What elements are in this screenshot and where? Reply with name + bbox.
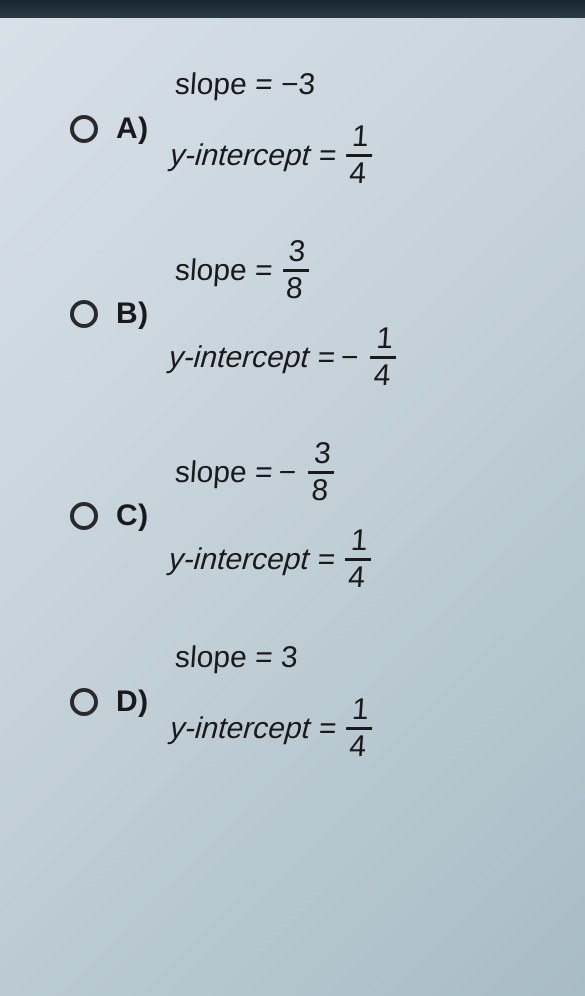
numerator: 3	[283, 237, 310, 269]
options-list: A) slope = −3 y-intercept = 1 4 B) slope…	[70, 68, 555, 762]
option-c-yint: y-intercept = 1 4	[167, 526, 378, 593]
numerator: 1	[347, 122, 374, 154]
option-a[interactable]: A) slope = −3 y-intercept = 1 4	[70, 68, 555, 189]
option-a-content: slope = −3 y-intercept = 1 4	[168, 68, 382, 189]
denominator: 4	[369, 359, 396, 391]
option-b-slope: slope = 3 8	[173, 237, 409, 304]
option-b-yint: y-intercept = − 1 4	[167, 324, 403, 391]
denominator: 4	[343, 561, 370, 593]
fraction: 1 4	[368, 324, 399, 391]
radio-a[interactable]	[70, 115, 98, 143]
option-d-letter: D)	[116, 685, 154, 719]
slope-text: slope =	[174, 254, 274, 288]
numerator: 3	[309, 439, 336, 471]
fraction: 3 8	[306, 439, 337, 506]
denominator: 4	[344, 157, 371, 189]
radio-c[interactable]	[70, 502, 98, 530]
denominator: 4	[344, 730, 371, 762]
neg-sign: −	[340, 341, 360, 375]
denominator: 8	[281, 272, 308, 304]
numerator: 1	[346, 526, 373, 558]
neg-sign: −	[277, 456, 297, 490]
option-c[interactable]: C) slope = − 3 8 y-intercept = 1 4	[70, 439, 555, 593]
denominator: 8	[306, 474, 333, 506]
option-d-slope: slope = 3	[174, 641, 382, 675]
radio-d[interactable]	[70, 688, 98, 716]
option-d-content: slope = 3 y-intercept = 1 4	[168, 641, 382, 762]
option-d[interactable]: D) slope = 3 y-intercept = 1 4	[70, 641, 555, 762]
option-b[interactable]: B) slope = 3 8 y-intercept = − 1 4	[70, 237, 555, 391]
radio-b[interactable]	[70, 300, 98, 328]
option-b-letter: B)	[116, 297, 154, 331]
option-c-letter: C)	[116, 499, 154, 533]
option-d-yint: y-intercept = 1 4	[168, 695, 379, 762]
option-c-slope: slope = − 3 8	[173, 439, 384, 506]
slope-text: slope = −3	[174, 68, 317, 102]
option-a-letter: A)	[116, 112, 154, 146]
numerator: 1	[347, 695, 374, 727]
slope-text: slope =	[174, 456, 274, 490]
slope-text: slope = 3	[174, 641, 299, 675]
fraction: 1 4	[344, 122, 375, 189]
fraction: 1 4	[344, 695, 375, 762]
fraction: 3 8	[280, 237, 311, 304]
fraction: 1 4	[343, 526, 374, 593]
option-c-content: slope = − 3 8 y-intercept = 1 4	[167, 439, 384, 593]
numerator: 1	[371, 324, 398, 356]
option-a-slope: slope = −3	[174, 68, 382, 102]
option-b-content: slope = 3 8 y-intercept = − 1 4	[167, 237, 409, 391]
option-a-yint: y-intercept = 1 4	[168, 122, 379, 189]
